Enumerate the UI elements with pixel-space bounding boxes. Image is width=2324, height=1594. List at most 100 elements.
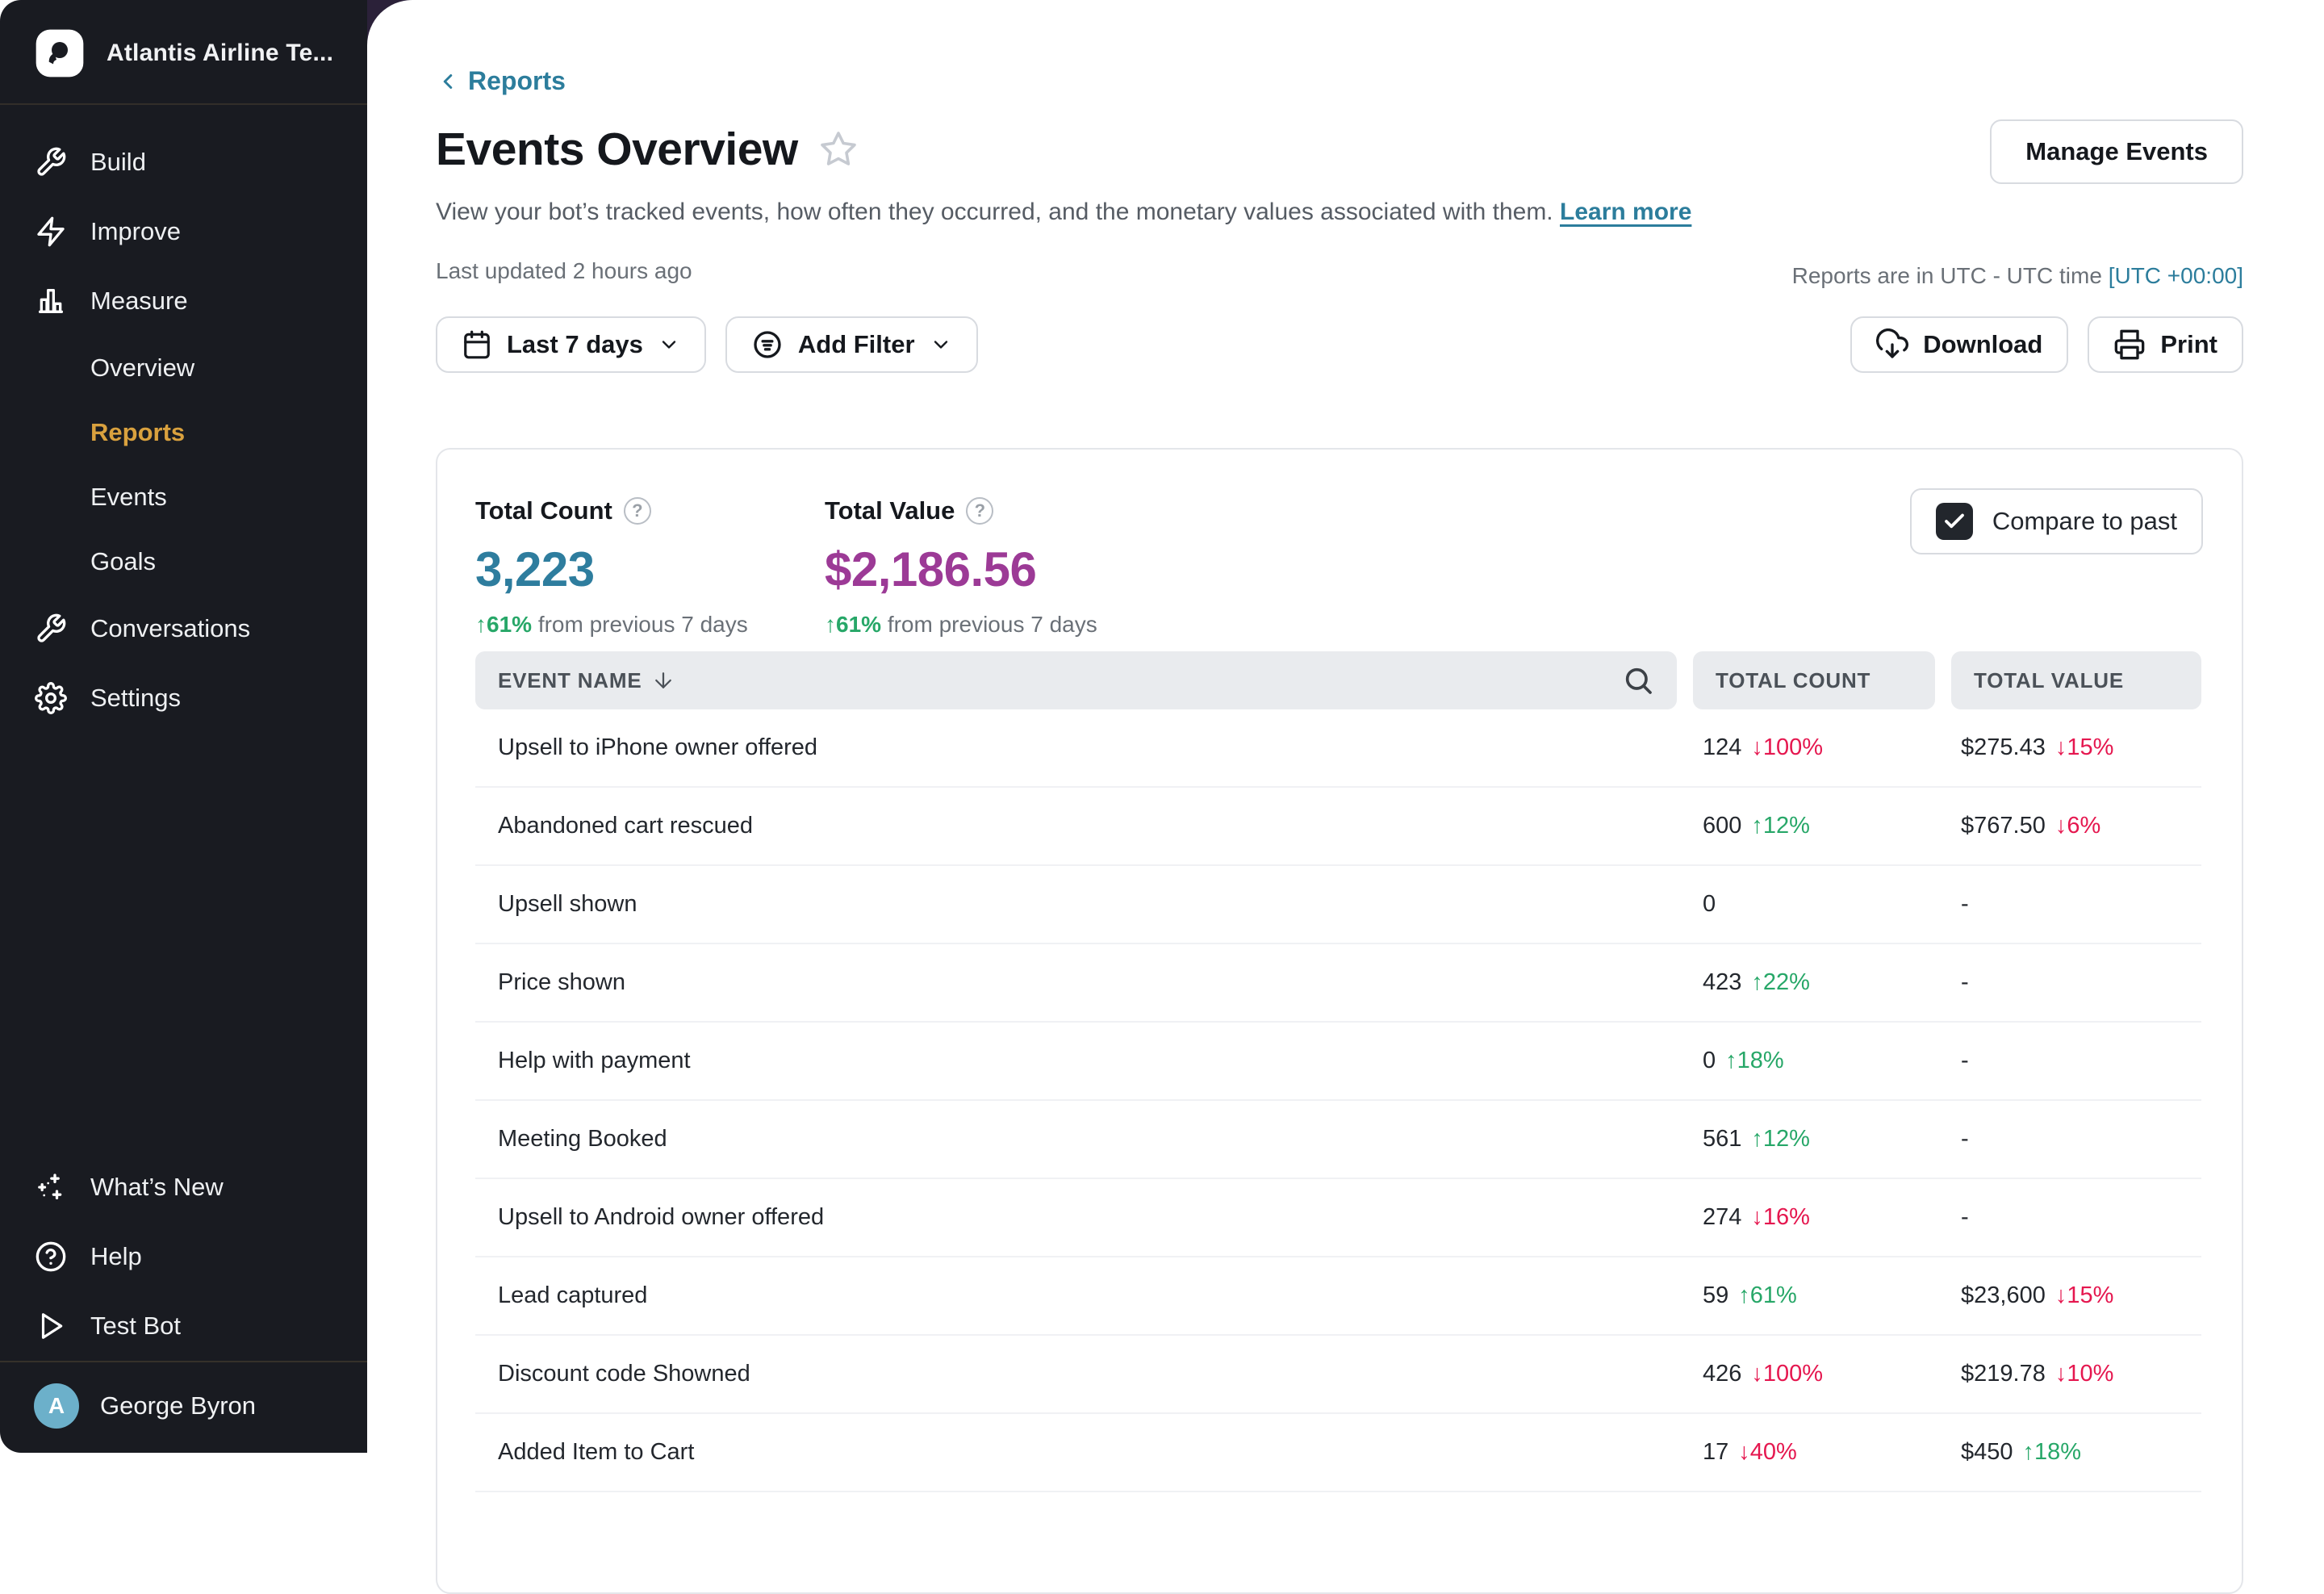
divider [0,103,367,105]
total-value-cell: - [1951,891,2201,918]
total-value-cell: - [1951,1204,2201,1231]
count-number: 423 [1703,969,1742,995]
total-count-value: 3,223 [475,542,595,596]
table-row[interactable]: Upsell to iPhone owner offered 124 ↓100% … [475,709,2201,788]
table-row[interactable]: Meeting Booked 561 ↑12% - [475,1101,2201,1179]
sidebar-item-label: Events [90,483,167,511]
download-cloud-icon [1876,328,1909,358]
download-button[interactable]: Download [1850,316,2069,373]
total-value-cell: $23,600 ↓15% [1951,1282,2201,1309]
column-header-event-name[interactable]: EVENT NAME [475,651,1677,709]
value-delta: ↓10% [2054,1361,2114,1387]
sidebar-item-test-bot[interactable]: Test Bot [0,1291,367,1361]
total-value-header-label: TOTAL VALUE [1974,667,2124,692]
help-tooltip-icon[interactable]: ? [966,497,994,525]
value-number: $275.43 [1961,734,2046,760]
column-header-total-value[interactable]: TOTAL VALUE [1951,651,2201,709]
sidebar-item-help[interactable]: Help [0,1222,367,1291]
user-menu[interactable]: A George Byron [0,1361,367,1453]
workspace-switcher[interactable]: Atlantis Airline Te... [0,0,367,103]
table-row[interactable]: Price shown 423 ↑22% - [475,944,2201,1023]
calendar-icon [464,330,490,359]
total-count-cell: 600 ↑12% [1693,813,1935,839]
check-icon [1944,513,1964,529]
event-name-cell: Upsell to iPhone owner offered [498,734,818,760]
table-row[interactable]: Abandoned cart rescued 600 ↑12% $767.50 ↓6… [475,788,2201,866]
search-icon[interactable] [1622,664,1654,697]
print-button[interactable]: Print [2088,316,2243,373]
sidebar-item-whats-new[interactable]: What’s New [0,1153,367,1222]
count-delta: ↑22% [1751,969,1810,995]
value-number: $219.78 [1961,1361,2046,1387]
event-name-cell: Help with payment [498,1048,691,1073]
sidebar-item-goals[interactable]: Goals [0,529,367,594]
table-row[interactable]: Discount code Showned 426 ↓100% $219.78 ↓1… [475,1336,2201,1414]
favorite-star-icon[interactable] [819,130,858,169]
table-row[interactable]: Upsell to Android owner offered 274 ↓16% … [475,1179,2201,1257]
count-number: 124 [1703,734,1742,760]
sidebar-item-events[interactable]: Events [0,465,367,529]
date-range-dropdown[interactable]: Last 7 days [436,316,706,373]
print-label: Print [2160,330,2217,358]
event-name-cell: Meeting Booked [498,1126,667,1152]
timezone-text: Reports are in UTC - UTC time [1791,263,2102,288]
sidebar-item-build[interactable]: Build [0,128,367,197]
filter-icon [754,331,781,358]
add-filter-dropdown[interactable]: Add Filter [725,316,978,373]
add-filter-label: Add Filter [797,330,915,358]
total-count-cell: 274 ↓16% [1693,1204,1935,1231]
sidebar-item-reports[interactable]: Reports [0,400,367,465]
sidebar-item-label: Goals [90,547,156,575]
last-updated-text: Last updated 2 hours ago [436,258,692,283]
count-number: 426 [1703,1361,1742,1387]
count-delta: ↓40% [1738,1439,1797,1465]
play-icon [34,1309,68,1343]
table-row[interactable]: Help with payment 0 ↑18% - [475,1023,2201,1101]
learn-more-link[interactable]: Learn more [1560,199,1692,225]
total-value-cell: $767.50 ↓6% [1951,813,2201,839]
wrench-icon [34,145,68,179]
sidebar-item-overview[interactable]: Overview [0,336,367,400]
timezone-link[interactable]: [UTC +00:00] [2108,263,2243,288]
sidebar-item-label: What’s New [90,1173,224,1201]
table-row[interactable]: Lead captured 59 ↑61% $23,600 ↓15% [475,1257,2201,1336]
value-delta: ↓15% [2054,1282,2114,1308]
total-count-header-label: TOTAL COUNT [1716,667,1871,692]
download-label: Download [1923,330,2043,358]
table-row[interactable]: Upsell shown 0 - [475,866,2201,944]
event-name-cell: Discount code Showned [498,1361,750,1387]
back-to-reports-link[interactable]: Reports [436,66,566,96]
sidebar-item-conversations[interactable]: Conversations [0,594,367,663]
table-row[interactable]: Added Item to Cart 17 ↓40% $450 ↑18% [475,1414,2201,1492]
value-delta: ↓6% [2054,813,2101,839]
value-number: $767.50 [1961,813,2046,839]
sidebar-item-settings[interactable]: Settings [0,663,367,733]
event-name-cell: Lead captured [498,1282,648,1308]
total-count-cell: 0 [1693,891,1935,918]
total-value-cell: - [1951,969,2201,996]
count-number: 59 [1703,1282,1729,1308]
printer-icon [2115,329,2145,360]
total-count-stat: Total Count ? 3,223 ↑61% from previous 7… [475,496,748,638]
page-description: View your bot’s tracked events, how ofte… [436,199,1691,226]
total-count-cell: 124 ↓100% [1693,734,1935,761]
help-tooltip-icon[interactable]: ? [623,497,651,525]
total-count-cell: 561 ↑12% [1693,1126,1935,1153]
event-name-cell: Upsell to Android owner offered [498,1204,825,1230]
count-number: 0 [1703,1048,1716,1073]
chevron-down-icon [662,341,676,349]
sidebar-item-improve[interactable]: Improve [0,197,367,266]
manage-events-button[interactable]: Manage Events [1990,119,2243,184]
bar-chart-icon [34,284,68,318]
count-delta: ↓16% [1751,1204,1810,1230]
column-header-total-count[interactable]: TOTAL COUNT [1693,651,1935,709]
user-name: George Byron [100,1391,256,1420]
total-count-cell: 59 ↑61% [1693,1282,1935,1309]
sidebar-item-measure[interactable]: Measure [0,266,367,336]
help-circle-icon [34,1240,68,1274]
sidebar-item-label: Measure [90,287,188,315]
compare-to-past-toggle[interactable]: Compare to past [1909,488,2203,554]
sort-descending-icon [655,672,672,688]
compare-checkbox[interactable] [1935,503,1973,540]
count-number: 600 [1703,813,1742,839]
